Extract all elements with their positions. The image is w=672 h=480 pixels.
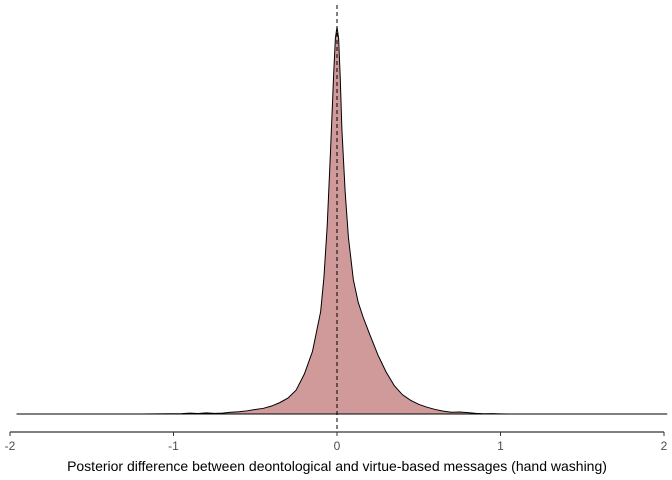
density-area <box>16 27 668 414</box>
density-outline <box>16 26 668 415</box>
x-tick-label: 1 <box>497 439 504 453</box>
x-tick-label: -2 <box>5 439 16 453</box>
x-tick-label: 2 <box>661 439 668 453</box>
x-tick-label: 0 <box>334 439 341 453</box>
x-axis-ticks: -2 -1 0 1 2 <box>5 432 668 453</box>
x-axis-title: Posterior difference between deontologic… <box>67 458 607 474</box>
x-tick-label: -1 <box>168 439 179 453</box>
